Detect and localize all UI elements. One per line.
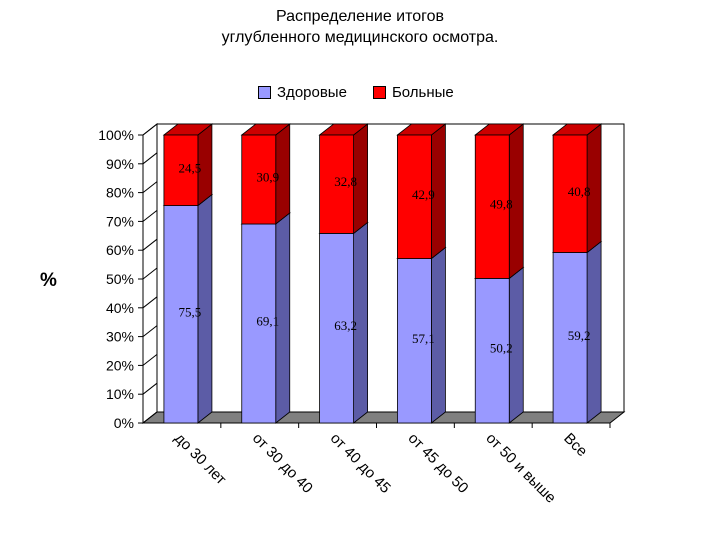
bar-healthy-0 [163,205,199,424]
y-tick-depth [142,382,158,395]
data-label-sick-5: 40,8 [568,184,591,199]
y-tick-label: 10% [106,386,134,402]
x-tick-label-0: до 30 лет [171,430,229,488]
x-tick-label-4: от 50 и выше [482,430,559,507]
data-label-sick-2: 32,8 [334,174,357,189]
y-tick-label: 50% [106,271,134,287]
chart-title: Распределение итогов углубленного медици… [0,6,720,48]
y-tick-depth [142,325,158,337]
bar-sick-0 [163,134,199,206]
chart-title-line-2: углубленного медицинского осмотра. [221,29,499,46]
y-tick-label: 40% [106,300,134,316]
bar-healthy-1 [241,223,277,424]
legend-item-healthy: Здоровые [258,84,347,101]
legend-swatch-sick [372,85,386,99]
y-tick-label: 20% [106,357,134,373]
floor [141,411,626,424]
y-tick-depth [142,296,158,309]
x-tick-label-3: от 45 до 50 [405,430,472,497]
chart-title-line-1: Распределение итогов [275,8,445,25]
bar-healthy-5 [552,252,588,424]
y-tick-depth [142,238,158,251]
data-label-healthy-3: 57,1 [412,331,435,346]
data-label-healthy-5: 59,2 [568,328,591,343]
data-label-sick-0: 24,5 [179,160,202,175]
bar-sick-5 [552,134,588,253]
x-tick-label-2: от 40 до 45 [327,430,394,497]
data-label-healthy-0: 75,5 [179,304,202,319]
y-axis-label: % [40,270,57,291]
x-tick-label-1: от 30 до 40 [249,430,316,497]
y-tick-depth [142,152,158,165]
legend-label-healthy: Здоровые [277,83,347,101]
y-tick-depth [142,267,158,280]
y-tick-depth [142,354,158,366]
y-tick-label: 60% [106,242,134,258]
legend-item-sick: Больные [372,83,454,101]
data-label-sick-4: 49,8 [490,197,513,212]
x-tick-label-5: Все [560,430,590,460]
bar-healthy-4 [474,278,510,424]
bar-healthy-3 [397,258,432,424]
legend-swatch-healthy [258,85,271,99]
chart-legend: Здоровые Больные [258,82,480,102]
legend-label-sick: Больные [391,83,454,101]
y-tick-label: 80% [106,185,134,201]
bar-sick-3 [397,134,432,259]
bar-sick-2 [319,134,354,234]
data-label-sick-1: 30,9 [256,169,279,184]
data-label-healthy-4: 50,2 [490,341,513,356]
y-tick-depth [142,210,158,222]
y-tick-label: 70% [106,213,134,229]
bar-sick-1 [241,134,277,225]
y-tick-depth [142,181,158,193]
y-tick-label: 100% [98,127,134,143]
y-tick-label: 30% [106,329,134,345]
data-label-healthy-1: 69,1 [256,313,279,328]
data-label-healthy-2: 63,2 [334,318,357,333]
data-label-sick-3: 42,9 [412,187,435,202]
y-tick-label: 0% [114,415,134,431]
y-tick-label: 90% [106,156,134,172]
bar-sick-4 [474,134,510,279]
y-tick-depth [142,123,158,136]
y-tick-depth [142,411,158,424]
